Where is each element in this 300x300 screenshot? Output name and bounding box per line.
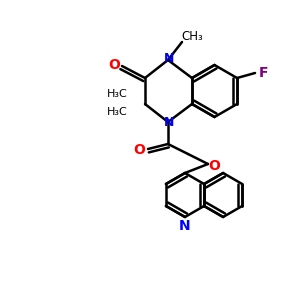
- Text: N: N: [164, 116, 174, 130]
- Text: CH₃: CH₃: [181, 31, 203, 44]
- Text: N: N: [179, 219, 191, 233]
- Text: H₃C: H₃C: [106, 107, 128, 117]
- Text: O: O: [133, 143, 145, 157]
- Text: H₃C: H₃C: [106, 89, 128, 99]
- Text: F: F: [258, 66, 268, 80]
- Text: N: N: [164, 52, 174, 65]
- Text: O: O: [108, 58, 120, 72]
- Text: O: O: [208, 159, 220, 173]
